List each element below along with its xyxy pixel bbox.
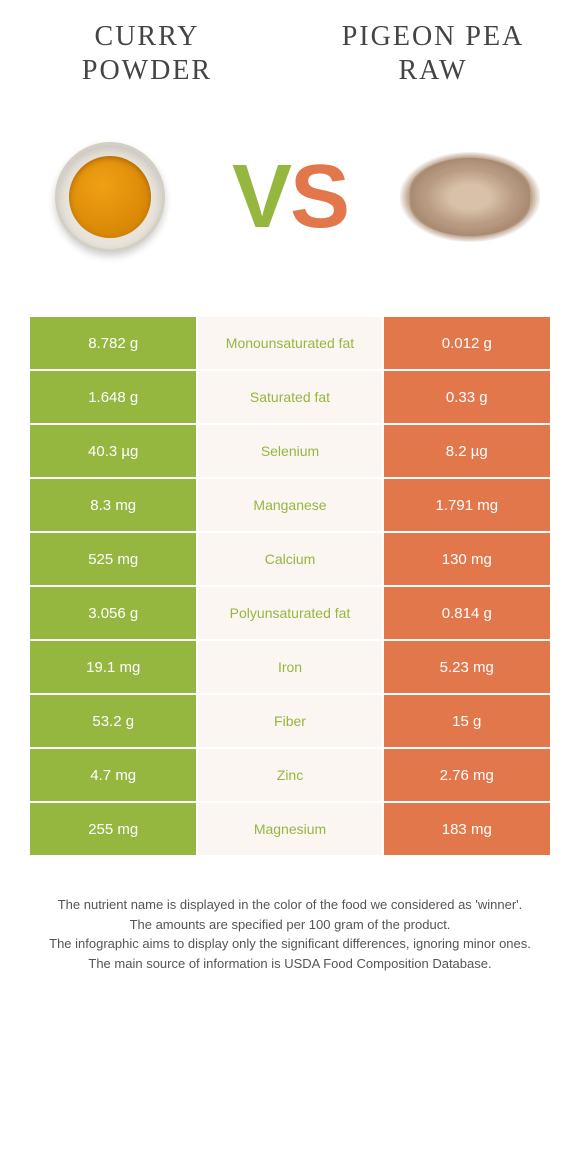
left-value: 1.648 g xyxy=(30,371,196,423)
table-row: 53.2 gFiber15 g xyxy=(30,695,550,747)
vs-v: V xyxy=(232,152,290,242)
pigeon-pea-icon xyxy=(400,152,540,242)
left-value: 19.1 mg xyxy=(30,641,196,693)
titles-row: Curry powder Pigeon pea raw xyxy=(30,20,550,87)
left-value: 255 mg xyxy=(30,803,196,855)
curry-bowl-icon xyxy=(55,142,165,252)
hero-row: VS xyxy=(30,127,550,267)
right-value: 1.791 mg xyxy=(384,479,550,531)
right-value: 2.76 mg xyxy=(384,749,550,801)
nutrient-name: Saturated fat xyxy=(198,371,381,423)
nutrient-name: Magnesium xyxy=(198,803,381,855)
left-value: 525 mg xyxy=(30,533,196,585)
right-value: 0.012 g xyxy=(384,317,550,369)
nutrient-name: Iron xyxy=(198,641,381,693)
table-row: 4.7 mgZinc2.76 mg xyxy=(30,749,550,801)
nutrient-name: Polyunsaturated fat xyxy=(198,587,381,639)
table-row: 255 mgMagnesium183 mg xyxy=(30,803,550,855)
footer-line: The amounts are specified per 100 gram o… xyxy=(40,915,540,935)
footer-line: The main source of information is USDA F… xyxy=(40,954,540,974)
right-value: 183 mg xyxy=(384,803,550,855)
left-value: 40.3 µg xyxy=(30,425,196,477)
right-image xyxy=(400,127,540,267)
table-row: 1.648 gSaturated fat0.33 g xyxy=(30,371,550,423)
table-row: 8.3 mgManganese1.791 mg xyxy=(30,479,550,531)
table-row: 40.3 µgSelenium8.2 µg xyxy=(30,425,550,477)
table-row: 8.782 gMonounsaturated fat0.012 g xyxy=(30,317,550,369)
nutrient-name: Monounsaturated fat xyxy=(198,317,381,369)
footer-line: The infographic aims to display only the… xyxy=(40,934,540,954)
table-row: 525 mgCalcium130 mg xyxy=(30,533,550,585)
vs-label: VS xyxy=(232,152,348,242)
left-value: 53.2 g xyxy=(30,695,196,747)
vs-s: S xyxy=(290,152,348,242)
footer-line: The nutrient name is displayed in the co… xyxy=(40,895,540,915)
right-value: 0.814 g xyxy=(384,587,550,639)
nutrient-name: Fiber xyxy=(198,695,381,747)
nutrient-name: Selenium xyxy=(198,425,381,477)
footer-notes: The nutrient name is displayed in the co… xyxy=(30,895,550,973)
left-value: 3.056 g xyxy=(30,587,196,639)
left-value: 8.782 g xyxy=(30,317,196,369)
nutrient-name: Zinc xyxy=(198,749,381,801)
left-value: 4.7 mg xyxy=(30,749,196,801)
left-value: 8.3 mg xyxy=(30,479,196,531)
right-value: 15 g xyxy=(384,695,550,747)
right-value: 8.2 µg xyxy=(384,425,550,477)
right-value: 0.33 g xyxy=(384,371,550,423)
right-title: Pigeon pea raw xyxy=(316,20,550,87)
curry-powder-icon xyxy=(69,156,151,238)
table-row: 19.1 mgIron5.23 mg xyxy=(30,641,550,693)
left-title: Curry powder xyxy=(30,20,264,87)
left-image xyxy=(40,127,180,267)
comparison-table: 8.782 gMonounsaturated fat0.012 g1.648 g… xyxy=(30,317,550,855)
right-value: 5.23 mg xyxy=(384,641,550,693)
table-row: 3.056 gPolyunsaturated fat0.814 g xyxy=(30,587,550,639)
nutrient-name: Manganese xyxy=(198,479,381,531)
right-value: 130 mg xyxy=(384,533,550,585)
nutrient-name: Calcium xyxy=(198,533,381,585)
